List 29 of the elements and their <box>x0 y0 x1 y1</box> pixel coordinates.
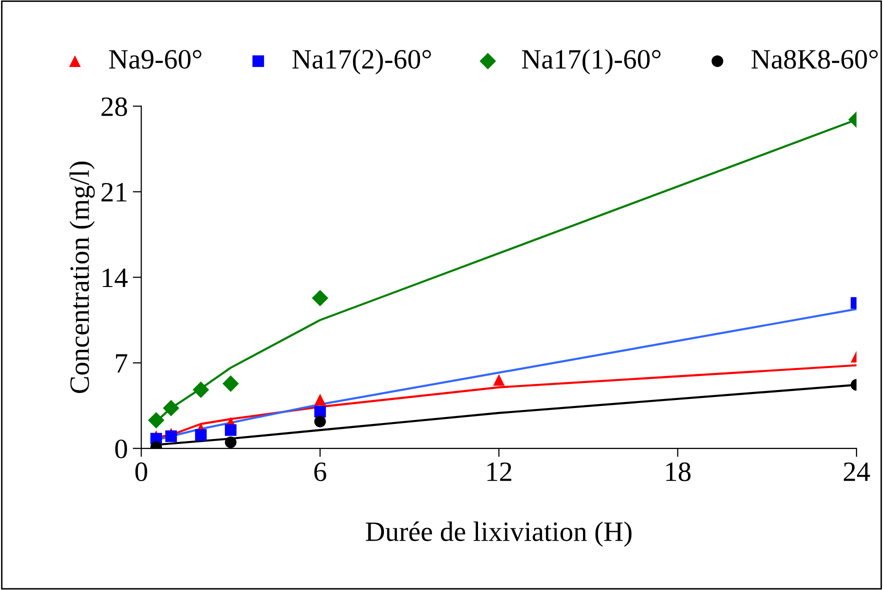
point <box>314 394 326 406</box>
legend-label: Na17(1)-60° <box>522 49 660 74</box>
x-axis-title: Durée de lixiviation (H) <box>366 522 632 547</box>
point <box>314 406 326 418</box>
x-tick-label: 12 <box>487 462 512 481</box>
legend-label: Na9-60° <box>109 50 202 69</box>
point <box>192 382 210 398</box>
y-tick-label: 7 <box>116 354 128 372</box>
legend-label: Na8K8-60° <box>752 50 878 69</box>
x-tick-label: 6 <box>314 462 326 482</box>
y-tick-label: 21 <box>102 182 126 202</box>
legend-label: Na17(2)-60° <box>292 49 431 74</box>
point <box>224 424 236 436</box>
point <box>493 374 505 386</box>
point <box>195 429 207 441</box>
x-tick-label: 18 <box>666 462 691 482</box>
y-tick-label: 0 <box>115 440 128 458</box>
y-tick-label: 28 <box>102 97 128 116</box>
point <box>162 400 180 416</box>
y-tick-label: 14 <box>102 268 128 287</box>
point <box>222 375 239 392</box>
y-axis-title: Concentration (mg/l) <box>69 162 95 394</box>
point <box>165 430 177 442</box>
x-tick-label: 0 <box>135 462 148 482</box>
point <box>314 416 326 428</box>
x-tick-label: 24 <box>844 462 870 481</box>
point <box>312 290 328 306</box>
point <box>224 436 236 448</box>
point <box>148 412 164 429</box>
